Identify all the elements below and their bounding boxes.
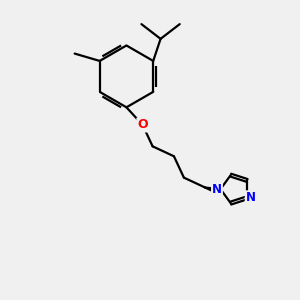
Text: N: N [246,191,256,204]
Text: O: O [137,118,148,131]
Text: N: N [212,183,222,196]
